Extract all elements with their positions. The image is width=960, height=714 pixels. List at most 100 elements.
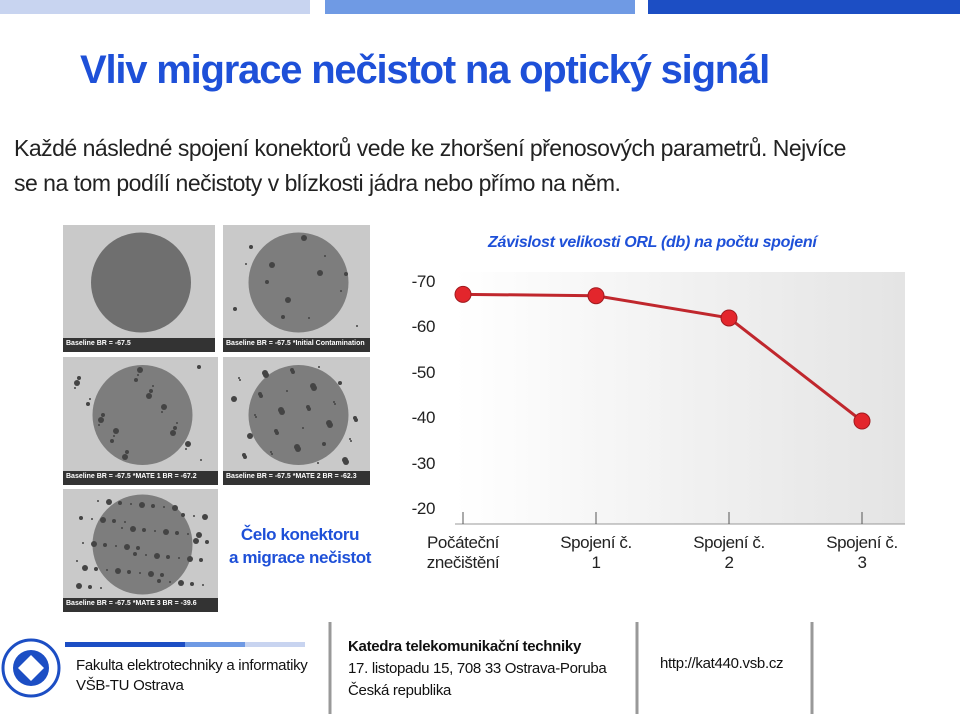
contaminant [163, 506, 165, 508]
contaminant [324, 255, 326, 257]
contaminant [317, 270, 323, 276]
contaminant [133, 552, 137, 556]
contaminant [265, 280, 269, 284]
x-tick-label: Spojení č. 3 [826, 533, 898, 572]
footer-bar [65, 642, 185, 647]
y-tick-label: -70 [411, 272, 436, 291]
contaminant [115, 545, 117, 547]
x-tick-label: Spojení č. 2 [693, 533, 765, 572]
footer-text: Katedra telekomunikační techniky [348, 638, 581, 655]
contaminant [160, 573, 164, 577]
contaminant [154, 530, 156, 532]
contaminant [342, 457, 348, 463]
contaminant [106, 499, 112, 505]
contaminant [175, 531, 179, 535]
contaminant [185, 448, 187, 450]
contaminant [271, 453, 273, 455]
contaminant [136, 546, 140, 550]
contaminant [89, 398, 91, 400]
contaminant [290, 368, 294, 372]
contaminant [112, 519, 116, 523]
contaminant [333, 401, 335, 403]
logo [1, 638, 61, 698]
contaminant [269, 262, 275, 268]
contaminant [145, 554, 147, 556]
contaminant [82, 565, 88, 571]
y-tick-label: -50 [411, 362, 436, 382]
contaminant [76, 560, 78, 562]
contaminant [254, 414, 256, 416]
contaminant [172, 505, 178, 511]
image-label: Baseline BR = -67.5 *MATE 2 BR = -62.3 [226, 473, 357, 480]
contaminant [322, 442, 326, 446]
caption-band [63, 598, 218, 612]
contaminant [301, 235, 307, 241]
data-point [853, 412, 871, 430]
contaminant [76, 583, 82, 589]
contaminant [125, 450, 129, 454]
contaminant [202, 514, 208, 520]
contaminant [353, 416, 357, 420]
image-label: Baseline BR = -67.5 [66, 340, 131, 347]
contaminant [130, 526, 136, 532]
contaminant [302, 427, 304, 429]
contaminant [173, 426, 177, 430]
contaminant [258, 392, 262, 396]
contaminant [101, 413, 105, 417]
contaminant [161, 404, 167, 410]
footer-text: VŠB-TU Ostrava [76, 677, 184, 694]
contaminant [74, 380, 80, 386]
contaminant [118, 501, 122, 505]
contaminant [100, 517, 106, 523]
chart [454, 285, 905, 525]
footer-link[interactable]: http://kat440.vsb.cz [660, 655, 784, 672]
contaminant [82, 542, 84, 544]
top-bar [325, 0, 635, 14]
contaminant [294, 444, 300, 450]
contaminant [233, 307, 237, 311]
contaminant [77, 376, 81, 380]
contaminant [350, 440, 352, 442]
footer-text: 17. listopadu 15, 708 33 Ostrava-Poruba [348, 660, 607, 677]
contaminant [86, 402, 90, 406]
contaminant [103, 543, 107, 547]
contaminant [137, 374, 139, 376]
image-caption: Čelo konektoru [240, 525, 360, 544]
contaminant [239, 379, 241, 381]
contaminant [310, 383, 316, 389]
contaminant [137, 367, 143, 373]
contaminant [187, 533, 189, 535]
contaminant [148, 571, 154, 577]
contaminant [139, 572, 141, 574]
data-point [720, 309, 738, 327]
y-tick-label: -60 [411, 317, 436, 337]
image-grid [63, 225, 370, 612]
fiber-face [248, 365, 349, 465]
contaminant [317, 462, 319, 464]
y-tick-label: -30 [411, 453, 436, 473]
caption-band [63, 471, 218, 485]
footer-text: Fakulta elektrotechniky a informatiky [76, 657, 308, 674]
contaminant [334, 403, 336, 405]
contaminant [134, 378, 138, 382]
contaminant [193, 515, 195, 517]
contaminant [196, 532, 202, 538]
contaminant [79, 516, 83, 520]
contaminant [349, 438, 351, 440]
data-point [454, 285, 472, 303]
y-tick-label: -20 [411, 499, 436, 518]
contaminant [286, 390, 288, 392]
contaminant [185, 441, 191, 447]
contaminant [255, 416, 257, 418]
contaminant [124, 544, 130, 550]
contaminant [110, 439, 114, 443]
body-text: Každé následné spojení konektorů vede ke… [14, 135, 846, 161]
contaminant [142, 528, 146, 532]
contaminant [247, 433, 253, 439]
top-bar [0, 0, 310, 14]
data-point [587, 287, 605, 305]
contaminant [356, 325, 358, 327]
contaminant [187, 556, 193, 562]
data-line [462, 292, 863, 423]
contaminant [197, 365, 201, 369]
